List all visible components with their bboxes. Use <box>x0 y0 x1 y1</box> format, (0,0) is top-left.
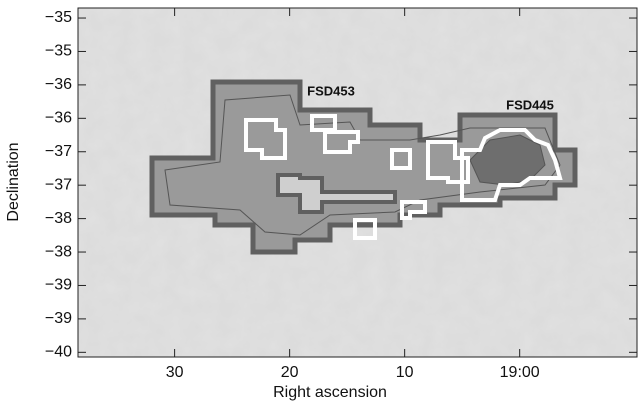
y-tick-label: −38 <box>45 210 72 227</box>
y-tick-label: −36 <box>45 110 72 127</box>
y-tick-label: −35 <box>45 9 72 26</box>
cloud-contour <box>149 79 578 255</box>
x-axis-label: Right ascension <box>273 384 387 401</box>
annotation: FSD445 <box>506 97 554 112</box>
x-tick-label: 10 <box>396 364 414 381</box>
y-tick-label: −38 <box>45 243 72 260</box>
x-tick-label: 19:00 <box>500 364 540 381</box>
y-tick-label: −37 <box>45 176 72 193</box>
y-tick-label: −36 <box>45 76 72 93</box>
annotation: FSD453 <box>307 83 355 98</box>
cloud-gap <box>276 173 397 214</box>
y-tick-label: −35 <box>45 43 72 60</box>
fsd-outlines <box>244 114 563 240</box>
x-tick-label: 20 <box>281 364 299 381</box>
cloud-core <box>469 134 546 186</box>
image: FSD453 FSD445 <box>78 8 637 357</box>
y-tick-label: −37 <box>45 143 72 160</box>
y-tick-label: −39 <box>45 310 72 327</box>
y-tick-label: −40 <box>45 344 72 361</box>
x-tick-label: 30 <box>166 364 184 381</box>
plot-frame <box>77 7 638 358</box>
y-axis-label: Declination <box>5 142 22 221</box>
y-tick-label: −39 <box>45 277 72 294</box>
inner-contour <box>164 94 561 236</box>
